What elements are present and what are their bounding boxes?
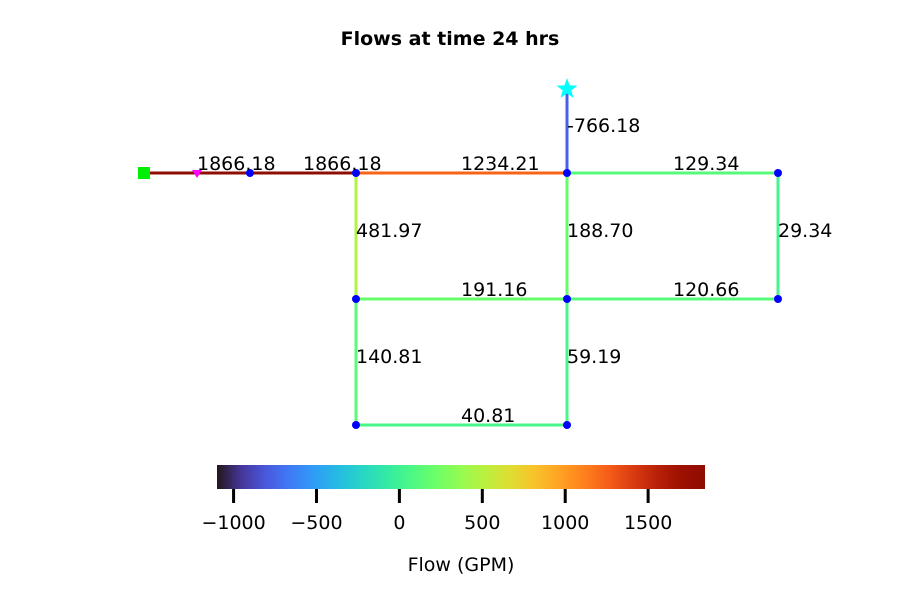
junction-node-n4 <box>774 169 782 177</box>
flow-label-n4-n7: 29.34 <box>778 220 832 242</box>
colorbar-tick-label: 0 <box>393 512 405 534</box>
colorbar-tick-label: −500 <box>290 512 342 534</box>
flow-label-pump-n1: 1866.18 <box>197 153 276 175</box>
tank-node-tank <box>556 78 578 98</box>
junction-node-n7 <box>774 295 782 303</box>
colorbar-tick-label: 1500 <box>624 512 672 534</box>
colorbar-label: Flow (GPM) <box>408 554 515 576</box>
nodes-layer <box>138 78 782 429</box>
colorbar: −1000 −500 0 500 1000 1500 Flow (GPM) <box>201 465 705 576</box>
colorbar-gradient <box>217 465 705 489</box>
flow-label-n1-n2: 1866.18 <box>303 153 382 175</box>
pump-node-pump <box>192 170 202 178</box>
flow-label-n2-n3: 1234.21 <box>461 153 540 175</box>
links-layer <box>144 89 780 427</box>
flow-label-n3-n6: 188.70 <box>567 220 633 242</box>
junction-node-n1 <box>246 169 254 177</box>
junction-node-n9 <box>352 421 360 429</box>
junction-node-n2 <box>352 169 360 177</box>
junction-node-n6 <box>563 295 571 303</box>
flow-label-n9-n10: 40.81 <box>461 405 515 427</box>
colorbar-ticks: −1000 −500 0 500 1000 1500 <box>201 489 672 534</box>
flow-label-n6-n7: 120.66 <box>673 279 739 301</box>
flow-label-n3-n4: 129.34 <box>673 153 739 175</box>
link-labels-layer: 1866.18 1866.18 1234.21 -766.18 129.34 29.34 4… <box>197 115 832 427</box>
junction-node-n5 <box>352 295 360 303</box>
flow-label-n5-n9: 140.81 <box>356 346 422 368</box>
diagram-title: Flows at time 24 hrs <box>340 28 560 50</box>
junction-node-n10 <box>563 421 571 429</box>
colorbar-tick-label: 1000 <box>541 512 589 534</box>
reservoir-node-reservoir <box>138 167 150 179</box>
flow-label-n3-tank: -766.18 <box>567 115 640 137</box>
colorbar-tick-label: −1000 <box>201 512 265 534</box>
flow-label-n6-n10: 59.19 <box>567 346 621 368</box>
flow-label-n2-n5: 481.97 <box>356 220 422 242</box>
junction-node-n3 <box>563 169 571 177</box>
flow-label-n5-n6: 191.16 <box>461 279 527 301</box>
colorbar-tick-label: 500 <box>464 512 500 534</box>
